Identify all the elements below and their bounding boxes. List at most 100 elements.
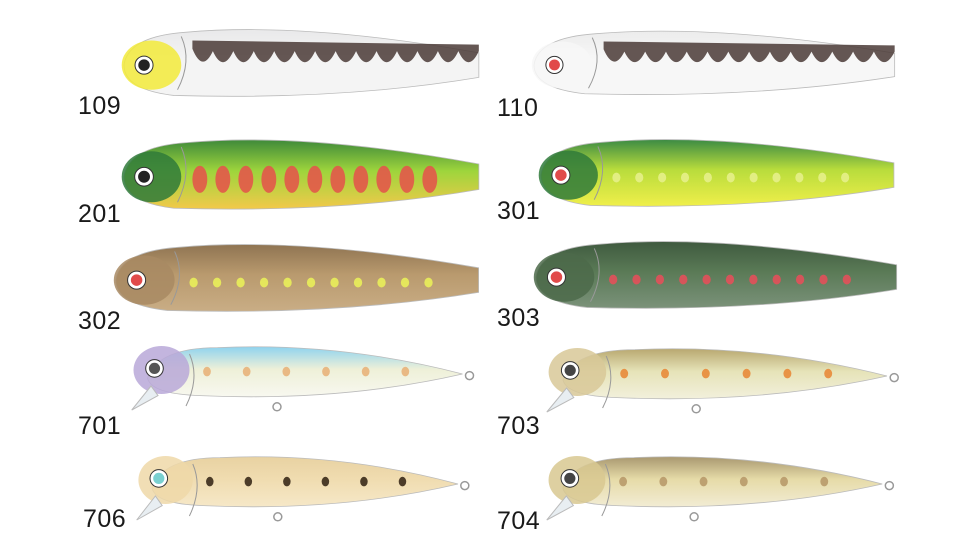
belly-eyelet <box>272 402 282 412</box>
lure-code-110: 110 <box>497 94 539 122</box>
lure-704 <box>546 456 895 522</box>
spot <box>819 274 828 285</box>
spot <box>842 274 851 285</box>
spot <box>739 476 748 487</box>
spot <box>609 274 618 285</box>
belly-eyelet <box>689 512 699 522</box>
lure-code-701: 701 <box>78 412 122 440</box>
spot <box>283 277 292 288</box>
lure-code-302: 302 <box>78 307 122 335</box>
spot <box>820 476 829 487</box>
lure-code-703: 703 <box>497 412 541 440</box>
lure-code-704: 704 <box>497 507 541 535</box>
belly-eyelet <box>273 512 283 522</box>
gill-line <box>588 37 598 89</box>
tail-eyelet <box>460 480 470 491</box>
diving-lip <box>546 495 575 521</box>
spot <box>619 476 628 487</box>
pupil <box>549 59 560 71</box>
spot <box>236 277 245 288</box>
scale-pattern <box>603 41 895 63</box>
lure-code-706: 706 <box>83 505 127 533</box>
spot <box>701 368 710 379</box>
spot <box>353 277 363 288</box>
spot <box>400 277 410 288</box>
pupil <box>138 59 150 71</box>
spot <box>655 274 665 285</box>
spot <box>783 368 792 379</box>
pupil <box>153 472 165 484</box>
scale-pattern <box>192 40 479 63</box>
spot <box>422 165 438 193</box>
lure-303 <box>533 241 898 309</box>
diving-lip <box>136 495 163 521</box>
gill-line <box>170 251 180 305</box>
pupil <box>555 169 567 181</box>
spot <box>742 368 751 379</box>
spot <box>635 172 644 183</box>
pupil <box>148 362 161 374</box>
lure-109 <box>121 29 480 97</box>
spot <box>659 476 668 487</box>
spot <box>795 172 804 183</box>
spot <box>322 366 330 377</box>
lure-body <box>151 456 459 508</box>
spot <box>376 165 392 193</box>
spot <box>212 277 222 288</box>
lure-body <box>540 139 895 207</box>
lure-code-201: 201 <box>78 200 122 228</box>
spot <box>818 172 827 183</box>
pupil <box>550 271 563 283</box>
spot <box>192 165 208 193</box>
spot <box>658 172 667 183</box>
spot <box>772 274 781 285</box>
spot <box>261 165 277 193</box>
spot <box>321 476 330 487</box>
spot <box>307 165 323 193</box>
gill-line <box>593 146 604 200</box>
lure-302 <box>113 244 479 312</box>
lure-110 <box>531 30 896 95</box>
lure-301 <box>538 139 895 207</box>
spot <box>284 165 300 193</box>
spot <box>306 277 316 288</box>
spot <box>699 476 708 487</box>
diving-lip <box>546 387 575 413</box>
spot <box>680 172 690 183</box>
lure-code-109: 109 <box>78 92 122 120</box>
spot <box>841 172 850 183</box>
pupil <box>138 170 150 183</box>
spot <box>398 476 407 487</box>
spot <box>330 277 339 288</box>
spot <box>772 172 781 183</box>
spot <box>726 172 735 183</box>
spot <box>749 274 758 285</box>
gill-line <box>177 146 187 203</box>
pupil <box>130 274 143 286</box>
spot <box>725 274 735 285</box>
spot <box>360 476 368 487</box>
lure-code-303: 303 <box>497 304 541 332</box>
gill-line <box>602 355 612 409</box>
spot <box>353 165 369 193</box>
tail-eyelet <box>464 370 475 381</box>
pupil <box>564 472 576 484</box>
tail-eyelet <box>889 372 899 383</box>
spot <box>824 368 833 379</box>
pupil <box>564 364 576 376</box>
lure-body <box>115 244 479 312</box>
spot <box>244 476 253 487</box>
tail-eyelet <box>884 480 895 491</box>
gill-line <box>177 36 187 90</box>
lure-201 <box>121 139 480 210</box>
spot <box>679 274 688 285</box>
gill-line <box>601 463 611 517</box>
gill-line <box>188 463 198 517</box>
spot <box>612 172 621 183</box>
belly-eyelet <box>691 404 701 414</box>
lure-body <box>123 139 480 210</box>
gill-line <box>185 353 195 407</box>
spot <box>401 366 410 377</box>
spot <box>424 277 433 288</box>
